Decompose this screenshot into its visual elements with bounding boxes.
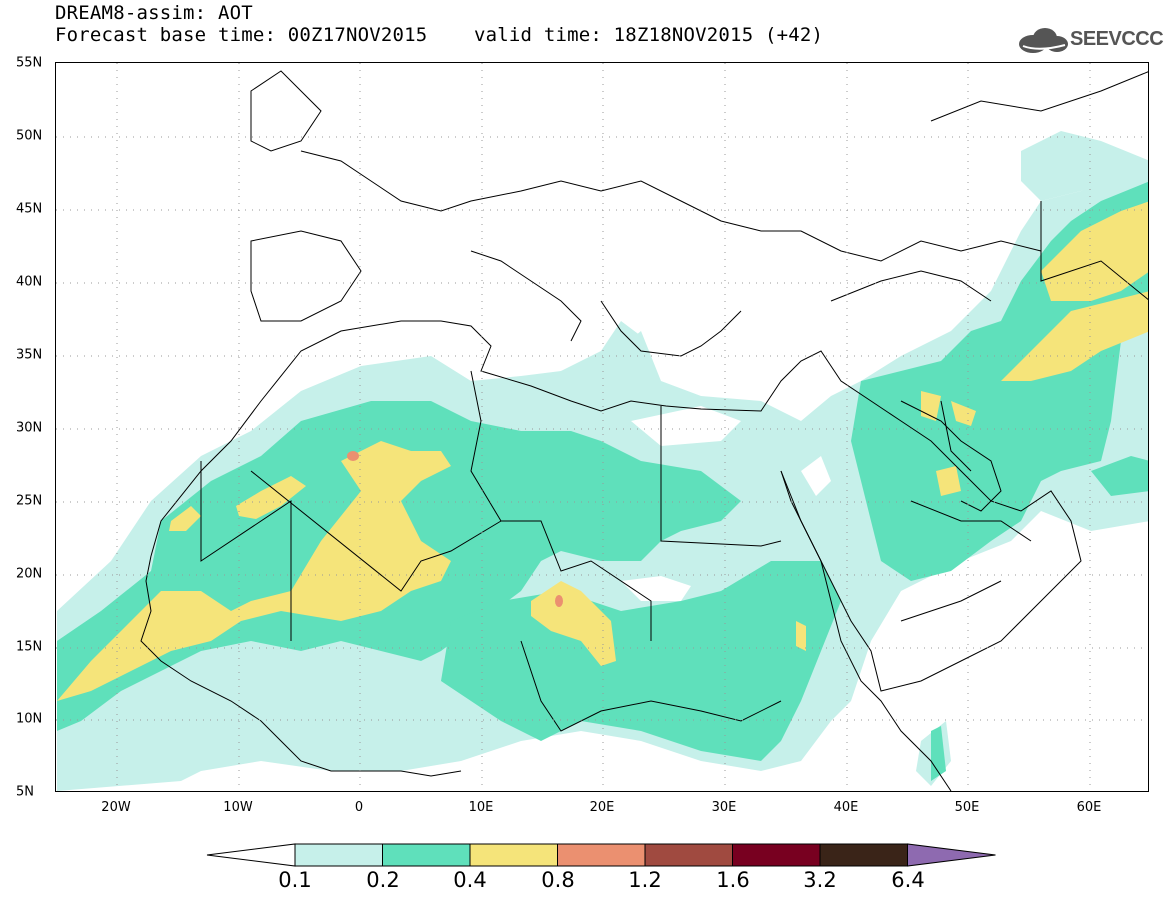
colorbar-cell xyxy=(382,843,471,867)
colorbar-label: 6.4 xyxy=(891,868,925,892)
colorbar-extend-low xyxy=(206,843,296,867)
aot-map xyxy=(55,62,1149,792)
colorbar-cell xyxy=(732,843,821,867)
colorbar-cell xyxy=(469,843,558,867)
colorbar-cell xyxy=(294,843,383,867)
colorbar-label: 0.2 xyxy=(366,868,400,892)
forecast-time-line: Forecast base time: 00Z17NOV2015 valid t… xyxy=(55,24,824,46)
aot-low-region xyxy=(621,406,831,601)
lat-label: 25N xyxy=(16,493,43,509)
lon-label: 30E xyxy=(711,800,737,815)
colorbar-extend-high xyxy=(907,843,996,867)
lat-label: 55N xyxy=(16,55,43,71)
graticule xyxy=(56,63,1148,791)
lon-label: 60E xyxy=(1076,800,1102,815)
lon-label: 50E xyxy=(954,800,980,815)
lat-label: 45N xyxy=(16,201,43,217)
coastline-borders xyxy=(140,70,1148,791)
map-title: DREAM8-assim: AOT xyxy=(55,2,253,24)
colorbar-label: 3.2 xyxy=(803,868,837,892)
lon-label: 0 xyxy=(354,800,364,815)
lon-label: 40E xyxy=(833,800,859,815)
lat-label: 10N xyxy=(16,711,43,727)
logo-text: SEEVCCC xyxy=(1070,28,1164,50)
lat-label: 5N xyxy=(16,784,34,800)
colorbar-label: 0.1 xyxy=(278,868,312,892)
lat-label: 15N xyxy=(16,639,43,655)
aot-level-0.8-region xyxy=(347,451,563,607)
aot-level-0.4-region xyxy=(57,201,1148,701)
colorbar-label: 0.8 xyxy=(541,868,575,892)
colorbar-label: 0.4 xyxy=(453,868,487,892)
lon-label: 20E xyxy=(589,800,615,815)
colorbar-cell xyxy=(557,843,646,867)
aot-colorbar xyxy=(206,843,996,867)
lon-label: 20W xyxy=(101,800,131,815)
cloud-logo-icon xyxy=(1019,28,1068,53)
aot-map-canvas xyxy=(56,63,1148,791)
lat-label: 40N xyxy=(16,274,43,290)
colorbar-label: 1.2 xyxy=(628,868,662,892)
lat-label: 30N xyxy=(16,420,43,436)
lat-label: 20N xyxy=(16,566,43,582)
colorbar-label: 1.6 xyxy=(716,868,750,892)
lon-label: 10E xyxy=(468,800,494,815)
lat-label: 50N xyxy=(16,128,43,144)
colorbar-cell xyxy=(644,843,733,867)
lat-label: 35N xyxy=(16,347,43,363)
colorbar-cell xyxy=(819,843,908,867)
lon-label: 10W xyxy=(223,800,253,815)
